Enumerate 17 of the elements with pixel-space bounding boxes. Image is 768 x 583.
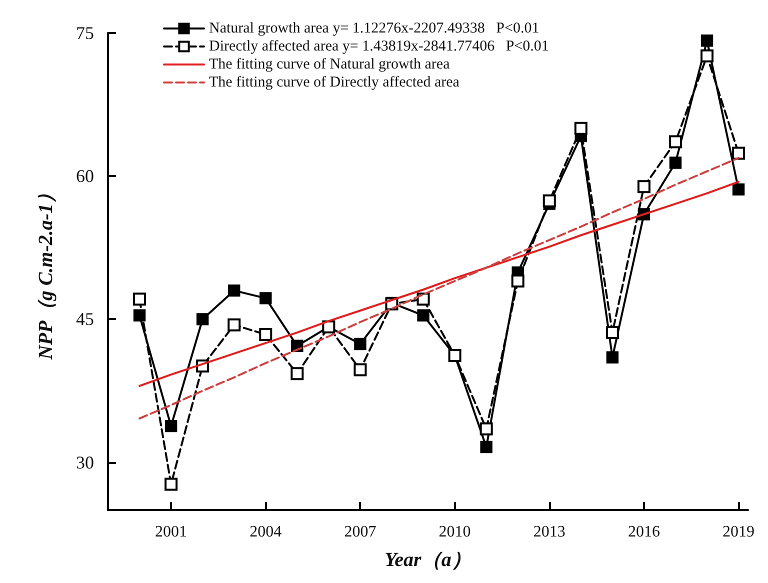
- x-axis-title: Year（a）: [384, 549, 472, 571]
- legend-label: Natural growth area y= 1.12276x-2207.49338 P<0.01: [209, 20, 540, 36]
- legend-label: The fitting curve of Directly affected area: [209, 74, 460, 90]
- y-axis-title: NPP（g C.m-2.a-1）: [35, 183, 57, 361]
- x-tick-label: 2013: [533, 524, 566, 540]
- x-tick-label: 2007: [344, 524, 376, 540]
- x-tick-label: 2019: [722, 524, 755, 540]
- x-tick-label: 2010: [438, 524, 471, 540]
- y-tick-label: 75: [76, 23, 94, 43]
- y-tick-label: 45: [76, 309, 94, 330]
- y-tick-label: 30: [76, 452, 94, 472]
- x-tick-label: 2001: [155, 524, 188, 540]
- x-tick-label: 2016: [628, 524, 660, 540]
- y-tick-label: 60: [76, 166, 94, 186]
- x-tick-label: 2004: [250, 524, 282, 540]
- legend-label: Directly affected area y= 1.43819x-2841.77406 P<0.01: [209, 38, 549, 54]
- legend-label: The fitting curve of Natural growth area: [209, 56, 450, 72]
